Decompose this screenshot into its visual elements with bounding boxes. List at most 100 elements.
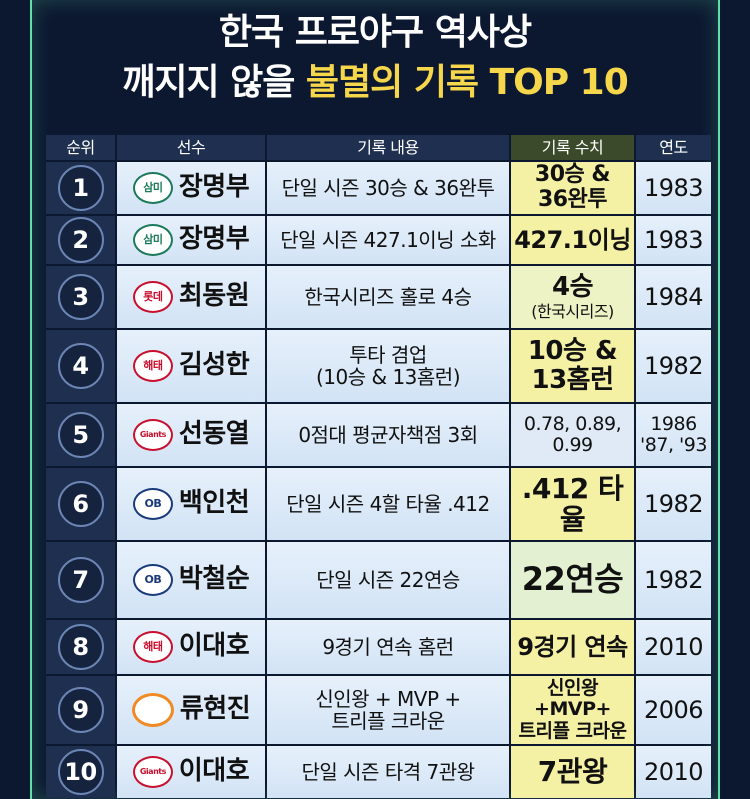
value-line: 트리플 크라운 (518, 719, 628, 742)
value-cell: 10승 & 13홈런 (511, 330, 634, 402)
record-line: (10승 & 13홈런) (315, 365, 461, 389)
year-line: '87, '93 (640, 434, 707, 456)
record-line: 단일 시즌 타격 7관왕 (301, 759, 476, 784)
record-cell: 한국시리즈 홀로 4승 (267, 266, 509, 328)
value-line: 36완투 (537, 187, 608, 212)
team-logo: Giants (132, 419, 173, 451)
year-cell: 1982 (636, 468, 711, 540)
rank-badge: 7 (57, 557, 104, 603)
year-cell: 1984 (636, 266, 711, 328)
record-line: 투타 겸업 (349, 342, 427, 367)
value-line: (한국시리즈) (531, 301, 614, 321)
year-line: 1982 (643, 351, 704, 380)
title-line: 깨지지 않을 불멸의 기록 TOP 10 (0, 58, 750, 108)
record-line: 신인왕 + MVP + (315, 686, 461, 711)
value-line: 9경기 연속 (517, 632, 628, 661)
year-cell: 2010 (636, 746, 711, 798)
team-logo: 삼미 (132, 172, 173, 204)
team-logo: 해태 (132, 631, 173, 663)
rank-badge: 3 (57, 274, 104, 320)
rank-badge: 1 (57, 165, 104, 211)
year-line: 1983 (643, 173, 704, 202)
year-line: 2010 (643, 757, 704, 786)
year-cell: 1982 (636, 542, 711, 618)
frame (30, 0, 720, 799)
value-line: 7관왕 (537, 755, 608, 789)
record-cell: 9경기 연속 홈런 (267, 620, 509, 674)
rank-cell: 9 (46, 676, 115, 744)
record-line: 단일 시즌 427.1이닝 소화 (280, 227, 496, 252)
rank-cell: 1 (46, 162, 115, 214)
rank-cell: 7 (46, 542, 115, 618)
title-part: 깨지지 않을 (122, 62, 295, 103)
value-line: 427.1이닝 (514, 225, 631, 254)
year-cell: 1982 (636, 330, 711, 402)
value-cell: .412 타율 (511, 468, 634, 540)
value-line: 30승 & (534, 162, 611, 188)
value-line: 13홈런 (531, 365, 614, 395)
rank-badge: 5 (57, 412, 104, 458)
year-cell: 2006 (636, 676, 711, 744)
team-logo: 롯데 (132, 281, 173, 313)
record-line: 한국시리즈 홀로 4승 (304, 284, 472, 309)
value-line: 0.99 (552, 434, 593, 456)
value-cell: 7관왕 (511, 746, 634, 798)
player-name: 박철순 (178, 564, 250, 595)
value-cell: 30승 & 36완투 (511, 162, 634, 214)
team-logo: OB (132, 564, 173, 596)
rank-cell: 4 (46, 330, 115, 402)
value-line: 신인왕+MVP+ (534, 677, 611, 721)
record-cell: 신인왕 + MVP + 트리플 크라운 (267, 676, 509, 744)
title-highlight: 불멸의 기록 TOP 10 (305, 62, 629, 103)
record-line: 단일 시즌 30승 & 36완투 (281, 175, 495, 200)
team-logo: Giants (132, 756, 173, 788)
player-name: 이대호 (178, 756, 250, 787)
value-cell: 9경기 연속 (511, 620, 634, 674)
player-name: 장명부 (178, 172, 250, 203)
rank-cell: 10 (46, 746, 115, 798)
rank-cell: 2 (46, 216, 115, 264)
record-cell: 단일 시즌 427.1이닝 소화 (267, 216, 509, 264)
year-cell: 1986'87, '93 (636, 404, 711, 466)
value-cell: 신인왕+MVP+ 트리플 크라운 (511, 676, 634, 744)
player-name: 이대호 (178, 631, 250, 662)
player-name: 류현진 (179, 694, 251, 725)
year-cell: 1983 (636, 162, 711, 214)
year-cell: 1983 (636, 216, 711, 264)
column-header: 선수 (117, 135, 265, 160)
column-header: 연도 (636, 135, 711, 160)
player-cell: OB 박철순 (117, 542, 265, 618)
rank-badge: 6 (57, 481, 104, 527)
year-cell: 2010 (636, 620, 711, 674)
player-name: 최동원 (178, 281, 250, 312)
player-name: 김성한 (178, 350, 250, 381)
rank-cell: 3 (46, 266, 115, 328)
player-cell: 해태 이대호 (117, 620, 265, 674)
record-cell: 투타 겸업 (10승 & 13홈런) (267, 330, 509, 402)
player-name: 선동열 (178, 419, 250, 450)
year-line: 1986 (650, 412, 697, 435)
title: 한국 프로야구 역사상 깨지지 않을 불멸의 기록 TOP 10 (0, 8, 750, 108)
title-line: 한국 프로야구 역사상 (218, 12, 532, 53)
record-line: 9경기 연속 홈런 (322, 634, 454, 659)
team-logo: 해태 (132, 350, 173, 382)
column-header: 기록 내용 (267, 135, 509, 160)
rank-badge: 9 (57, 687, 104, 733)
record-line: 0점대 평균자책점 3회 (298, 422, 478, 447)
rank-badge: 8 (57, 624, 104, 670)
player-cell: 해태 김성한 (117, 330, 265, 402)
record-cell: 단일 시즌 타격 7관왕 (267, 746, 509, 798)
year-line: 1982 (643, 565, 704, 594)
rank-badge: 4 (57, 343, 104, 389)
year-line: 1984 (643, 282, 704, 311)
record-line: 단일 시즌 4할 타율 .412 (286, 491, 490, 516)
rank-cell: 8 (46, 620, 115, 674)
value-line: 22연승 (521, 560, 624, 599)
year-line: 2010 (643, 632, 704, 661)
rank-cell: 6 (46, 468, 115, 540)
rank-cell: 5 (46, 404, 115, 466)
record-cell: 단일 시즌 4할 타율 .412 (267, 468, 509, 540)
value-cell: 4승 (한국시리즈) (511, 266, 634, 328)
player-cell: 삼미 장명부 (117, 216, 265, 264)
